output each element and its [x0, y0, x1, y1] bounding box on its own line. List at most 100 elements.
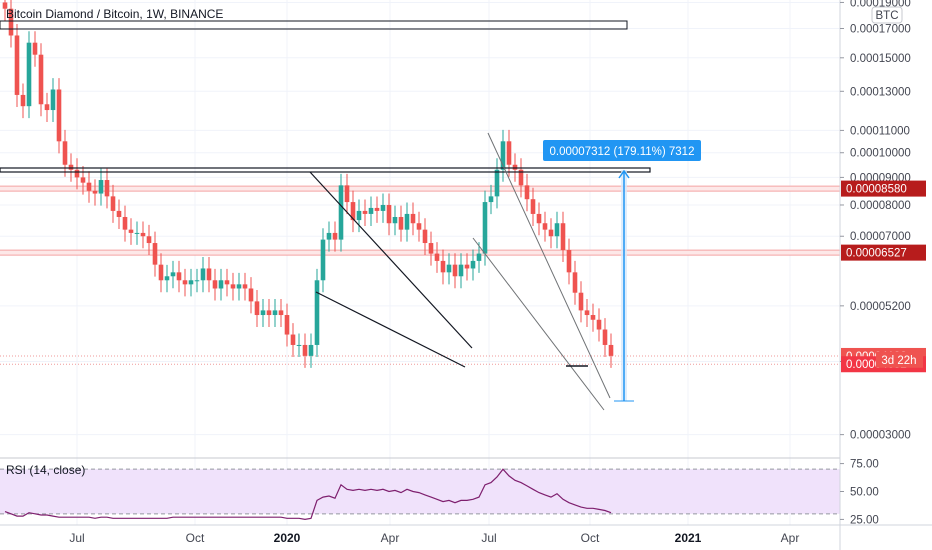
candle-body	[224, 280, 230, 285]
price-tick-label: 0.00007000	[850, 231, 911, 243]
price-tick-label: 0.00003000	[850, 430, 911, 442]
countdown-bg	[876, 351, 923, 368]
candle-body	[482, 202, 488, 254]
candle-body	[200, 268, 206, 281]
time-tick-label: Jul	[481, 531, 496, 545]
price-label-bg	[841, 244, 926, 261]
rsi-tick-label: 25.00	[850, 514, 879, 526]
rsi-pane[interactable]	[0, 457, 840, 521]
candle-body	[194, 280, 200, 282]
candle-body	[14, 35, 20, 95]
candle-body	[362, 210, 368, 214]
candle-body	[290, 334, 296, 345]
candle-body	[464, 264, 470, 269]
candle-body	[2, 2, 8, 9]
candle-body	[596, 319, 602, 330]
price-tick-label: 0.00015000	[850, 53, 911, 65]
rsi-line	[4, 468, 612, 521]
candle-body	[314, 280, 320, 345]
price-tick-label: 0.00011000	[850, 125, 910, 137]
candle-body	[44, 104, 50, 111]
candle-body	[524, 185, 530, 200]
candle-body	[62, 141, 68, 165]
rsi-band	[0, 469, 840, 514]
candle-body	[110, 196, 116, 211]
candle-body	[572, 272, 578, 293]
measure-label-bg	[543, 140, 701, 161]
candle-body	[56, 89, 62, 142]
candle-body	[416, 223, 422, 230]
rsi-tick-label: 50.00	[850, 487, 879, 499]
price-label-bg	[841, 180, 926, 197]
candle-body	[218, 280, 224, 289]
candle-body	[578, 292, 584, 311]
candle-body	[548, 229, 554, 237]
candle-body	[518, 169, 524, 186]
candle-body	[560, 223, 566, 251]
candle-body	[386, 204, 392, 224]
candle-body	[170, 272, 176, 277]
resistance-box	[0, 20, 628, 30]
price-label: 0.00008580	[846, 184, 907, 196]
candle-body	[254, 301, 260, 316]
candle-body	[428, 243, 434, 254]
candle-body	[410, 213, 416, 224]
candle-body	[230, 284, 236, 289]
candle-body	[392, 216, 398, 224]
candle-body	[320, 239, 326, 281]
time-tick-label: 2020	[274, 531, 301, 545]
price-label: 0.00006527	[846, 248, 907, 260]
candle-body	[350, 202, 356, 221]
candle-body	[266, 310, 272, 316]
candle-body	[38, 54, 44, 105]
candle-body	[188, 280, 194, 285]
price-tick-label: 0.00005200	[850, 301, 911, 313]
candle-body	[206, 268, 212, 281]
candle-body	[338, 185, 344, 240]
channel-lower-line	[472, 237, 605, 411]
countdown-label: 3d 22h	[881, 355, 916, 367]
candle-body	[602, 329, 608, 345]
candle-body	[134, 232, 140, 234]
candle-body	[272, 310, 278, 316]
candle-body	[164, 276, 170, 281]
candle-body	[92, 190, 98, 194]
candle-body	[20, 94, 26, 107]
candle-body	[236, 284, 242, 289]
candle-body	[68, 164, 74, 170]
measure-arrowhead	[618, 169, 630, 179]
price-tick-label: 0.00008000	[850, 200, 911, 212]
candle-body	[470, 260, 476, 269]
price-tick-label: 0.00019000	[850, 0, 911, 9]
candle-body	[242, 284, 248, 289]
drawings[interactable]: 0.00007312 (179.11%) 7312	[0, 20, 701, 411]
candle-body	[440, 260, 446, 273]
candle-body	[74, 169, 80, 178]
candle-body	[152, 243, 158, 265]
candle-body	[458, 264, 464, 277]
candle-body	[98, 180, 104, 194]
candle-body	[494, 169, 500, 197]
candles	[2, 0, 614, 368]
candle-body	[476, 253, 482, 261]
candle-body	[566, 250, 572, 273]
horizontal-levels	[0, 185, 840, 365]
candle-body	[278, 310, 284, 316]
candle-body	[326, 232, 332, 240]
candle-body	[116, 210, 122, 217]
candle-body	[404, 213, 410, 230]
candle-body	[308, 344, 314, 356]
candle-body	[50, 89, 56, 111]
candle-body	[284, 315, 290, 335]
candle-body	[536, 213, 542, 224]
candle-body	[158, 264, 164, 281]
time-tick-label: Jul	[69, 531, 84, 545]
candle-body	[182, 280, 188, 285]
candle-body	[86, 182, 92, 191]
grid	[0, 0, 840, 525]
rsi-tick-label: 75.00	[850, 459, 879, 471]
candle-body	[530, 199, 536, 214]
